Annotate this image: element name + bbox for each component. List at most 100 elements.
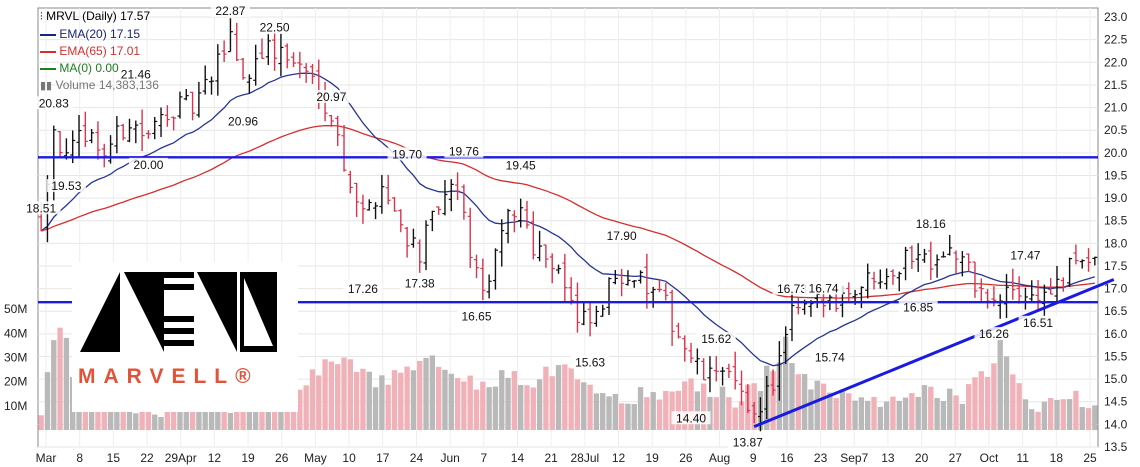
ema20-line [40,72,1096,367]
price-tick-label: 18.5 [1104,214,1128,228]
price-label: 16.74 [809,281,839,295]
price-tick-label: 22.5 [1104,33,1128,47]
price-label-bg [810,350,850,364]
bar-chart-icon: ⫶ [40,11,43,23]
price-label: 17.47 [1010,248,1040,262]
volume-bar [265,398,271,430]
volume-bar [303,385,309,430]
volume-bar [902,397,909,430]
price-tick-label: 22.0 [1104,55,1128,69]
price-tick-label: 19.5 [1104,168,1128,182]
volume-bar [316,375,322,430]
date-tick-label: Jun [440,451,459,465]
price-label: 18.16 [916,217,946,231]
volume-bar [562,364,568,430]
volume-bar [581,382,587,430]
volume-bar [379,375,385,430]
volume-bar [158,417,164,430]
volume-bar [770,371,776,430]
volume-bar [404,366,410,430]
price-tick-label: 16.5 [1104,304,1128,318]
price-label: 20.83 [39,96,69,110]
volume-bar [234,394,240,430]
volume-bar [435,366,442,430]
price-tick-label: 18.0 [1104,236,1128,250]
price-label: 16.73 [777,282,807,296]
volume-bar [524,385,530,430]
volume-bar [549,376,555,430]
price-label: 17.38 [405,276,435,290]
volume-bar [473,389,480,430]
volume-bar [934,397,940,430]
volume-bar [719,386,726,430]
price-label-bg [387,147,427,161]
price-label-bg [1005,248,1045,262]
volume-bar [536,379,543,430]
volume-bar [738,401,745,430]
price-label: 19.76 [449,145,479,159]
price-label-bg [671,411,711,425]
volume-bar [877,406,884,430]
volume-bar [353,372,360,430]
volume-bar [1003,356,1010,430]
price-label: 15.63 [575,356,605,370]
volume-bar [543,366,549,430]
date-tick-label: 16 [780,451,794,465]
price-label: 19.53 [51,179,81,193]
volume-bar [183,404,189,430]
volume-bar [606,396,612,430]
volume-bar [347,359,354,430]
volume-bar [1085,408,1092,430]
price-tick-label: 21.0 [1104,101,1128,115]
price-label-bg [602,228,642,242]
volume-bar [51,340,57,430]
legend-ema20: EMA(20) 17.15 [40,26,159,43]
volume-bar [732,407,738,430]
price-label: 14.40 [676,411,706,425]
volume-bar [227,412,234,430]
volume-bar [1079,407,1085,430]
date-tick-label: Sep7 [840,451,868,465]
date-tick-label: 23 [814,451,828,465]
volume-bar [341,357,347,430]
volume-bar [164,402,171,430]
price-label: 13.87 [733,435,763,449]
price-label-bg [343,281,383,295]
volume-bar [814,380,820,430]
volume-tick-label: 20M [4,375,27,389]
date-tick-label: 18 [1050,451,1064,465]
price-tick-label: 14.5 [1104,395,1128,409]
volume-bar [726,397,732,430]
volume-bar [568,367,574,430]
price-label-bg [444,144,484,158]
date-tick-label: 26 [275,451,289,465]
volume-bar [126,401,133,430]
volume-bar [1047,398,1054,430]
volume-bar [555,365,562,430]
date-tick-label: 22 [140,451,154,465]
volume-bar [965,384,972,430]
volume-bar [391,370,398,430]
volume-bar [429,355,436,430]
volume-bar [505,377,511,430]
date-tick-label: 11 [1016,451,1029,465]
price-label: 16.65 [461,309,491,323]
volume-bar [587,384,593,430]
volume-bar [827,392,833,430]
volume-bar [196,399,202,430]
volume-bar [991,363,997,430]
volume-bar [852,400,858,430]
volume-bar [246,402,253,430]
volume-bar [820,383,827,430]
trend-line [753,278,1115,429]
price-tick-label: 17.5 [1104,259,1128,273]
volume-tick-label: 40M [4,326,27,340]
volume-bar [915,396,921,430]
volume-bar [114,399,120,430]
price-tick-label: 14.0 [1104,417,1128,431]
date-tick-label: 24 [410,451,424,465]
volume-bar [410,370,417,430]
volume-bar [921,385,928,430]
volume-bar [1054,399,1060,430]
price-label-bg [696,332,736,346]
